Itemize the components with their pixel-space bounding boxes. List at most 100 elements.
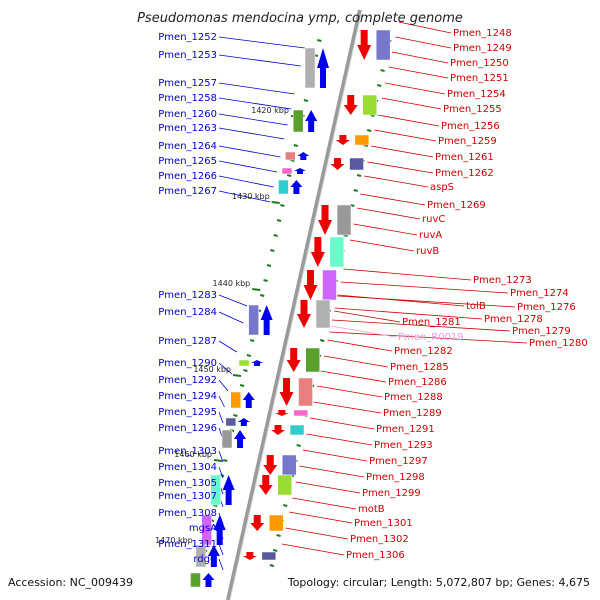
right-gene-label[interactable]: Pmen_1256 [441,121,500,132]
gene-feature-box[interactable] [375,29,391,61]
right-gene-label[interactable]: Pmen_1276 [517,302,576,313]
reverse-gene-arrow[interactable] [296,300,311,328]
gene-feature-box[interactable] [349,157,364,171]
left-gene-label[interactable]: Pmen_1303 [158,446,217,457]
left-gene-label[interactable]: Pmen_1287 [158,336,217,347]
gene-feature-box[interactable] [315,299,331,329]
reverse-gene-arrow[interactable] [303,270,318,300]
gene-feature-box[interactable] [221,429,233,449]
gene-feature-box[interactable] [268,514,284,532]
right-gene-label[interactable]: tolB [466,301,486,312]
reverse-gene-arrow[interactable] [279,378,294,406]
rna-gene-label[interactable]: Pmen_R0019 [398,332,464,343]
gene-feature-box[interactable] [278,179,289,195]
right-gene-label[interactable]: Pmen_1251 [450,73,509,84]
forward-gene-arrow[interactable] [251,360,264,366]
left-gene-label[interactable]: Pmen_1283 [158,290,217,301]
reverse-gene-arrow[interactable] [357,30,372,60]
gene-feature-box[interactable] [305,347,320,373]
left-gene-label[interactable]: Pmen_1264 [158,141,217,152]
reverse-gene-arrow[interactable] [274,410,289,416]
left-gene-label[interactable]: Pmen_1290 [158,358,217,369]
forward-gene-arrow[interactable] [293,168,306,174]
reverse-gene-arrow[interactable] [258,475,273,495]
gene-feature-box[interactable] [281,454,297,476]
gene-feature-box[interactable] [238,359,250,367]
left-gene-label[interactable]: Pmen_1252 [158,32,217,43]
right-gene-label[interactable]: Pmen_1293 [374,440,433,451]
right-gene-label[interactable]: Pmen_1298 [366,472,425,483]
right-gene-label[interactable]: ruvA [419,230,442,241]
right-gene-label[interactable]: Pmen_1278 [484,314,543,325]
right-gene-label[interactable]: Pmen_1286 [388,377,447,388]
reverse-gene-arrow[interactable] [310,237,325,267]
forward-gene-arrow[interactable] [305,110,318,132]
right-gene-label[interactable]: Pmen_1281 [402,317,461,328]
forward-gene-arrow[interactable] [202,573,215,587]
right-gene-label[interactable]: Pmen_1306 [346,550,405,561]
left-gene-label[interactable]: Pmen_1311 [158,539,217,550]
forward-gene-arrow[interactable] [222,475,235,505]
left-gene-label[interactable]: Pmen_1284 [158,307,217,318]
right-gene-label[interactable]: Pmen_1269 [427,200,486,211]
right-gene-label[interactable]: Pmen_1289 [383,408,442,419]
forward-gene-arrow[interactable] [242,392,255,408]
gene-feature-box[interactable] [230,391,242,409]
right-gene-label[interactable]: ruvC [422,214,445,225]
right-gene-label[interactable]: Pmen_1285 [390,362,449,373]
reverse-gene-arrow[interactable] [263,455,278,475]
left-gene-label[interactable]: Pmen_1308 [158,508,217,519]
gene-feature-box[interactable] [190,572,201,588]
forward-gene-arrow[interactable] [213,515,226,545]
left-gene-label[interactable]: Pmen_1295 [158,407,217,418]
gene-feature-box[interactable] [304,47,316,89]
gene-feature-box[interactable] [201,514,212,546]
forward-gene-arrow[interactable] [234,430,247,448]
reverse-gene-arrow[interactable] [242,552,257,560]
gene-feature-box[interactable] [329,236,345,268]
right-gene-label[interactable]: Pmen_1249 [453,43,512,54]
left-gene-label[interactable]: Pmen_1266 [158,171,217,182]
reverse-gene-arrow[interactable] [343,95,358,115]
left-gene-label[interactable]: Pmen_1292 [158,375,217,386]
right-gene-label[interactable]: Pmen_1280 [529,338,588,349]
forward-gene-arrow[interactable] [317,48,330,88]
right-gene-label[interactable]: Pmen_1259 [438,136,497,147]
right-gene-label[interactable]: Pmen_1250 [450,58,509,69]
gene-feature-box[interactable] [195,544,207,568]
reverse-gene-arrow[interactable] [250,515,265,531]
left-gene-label[interactable]: Pmen_1260 [158,109,217,120]
left-gene-label[interactable]: Pmen_1296 [158,423,217,434]
forward-gene-arrow[interactable] [260,305,273,335]
reverse-gene-arrow[interactable] [271,425,286,435]
left-gene-label[interactable]: Pmen_1258 [158,93,217,104]
forward-gene-arrow[interactable] [290,180,303,194]
left-gene-label[interactable]: Pmen_1257 [158,78,217,89]
left-gene-label[interactable]: Pmen_1294 [158,391,217,402]
gene-feature-box[interactable] [210,474,221,506]
gene-feature-box[interactable] [261,551,277,561]
right-gene-label[interactable]: Pmen_1279 [512,326,571,337]
forward-gene-arrow[interactable] [297,152,310,160]
right-gene-label[interactable]: Pmen_1299 [362,488,421,499]
right-gene-label[interactable]: Pmen_1297 [369,456,428,467]
left-gene-label[interactable]: mgsA [189,523,217,534]
reverse-gene-arrow[interactable] [286,348,301,372]
gene-feature-box[interactable] [292,109,304,133]
gene-feature-box[interactable] [289,424,305,436]
gene-feature-box[interactable] [225,417,237,427]
left-gene-label[interactable]: Pmen_1307 [158,491,217,502]
right-gene-label[interactable]: Pmen_1255 [443,104,502,115]
left-gene-label[interactable]: rdgC [193,554,217,565]
left-gene-label[interactable]: Pmen_1267 [158,186,217,197]
left-gene-label[interactable]: Pmen_1265 [158,156,217,167]
left-gene-label[interactable]: Pmen_1253 [158,50,217,61]
right-gene-label[interactable]: motB [358,504,385,515]
gene-feature-box[interactable] [248,304,259,336]
right-gene-label[interactable]: Pmen_1248 [453,28,512,39]
left-gene-label[interactable]: Pmen_1305 [158,478,217,489]
reverse-gene-arrow[interactable] [330,158,345,170]
right-gene-label[interactable]: Pmen_1288 [384,392,443,403]
right-gene-label[interactable]: ruvB [416,246,439,257]
right-gene-label[interactable]: Pmen_1261 [435,152,494,163]
